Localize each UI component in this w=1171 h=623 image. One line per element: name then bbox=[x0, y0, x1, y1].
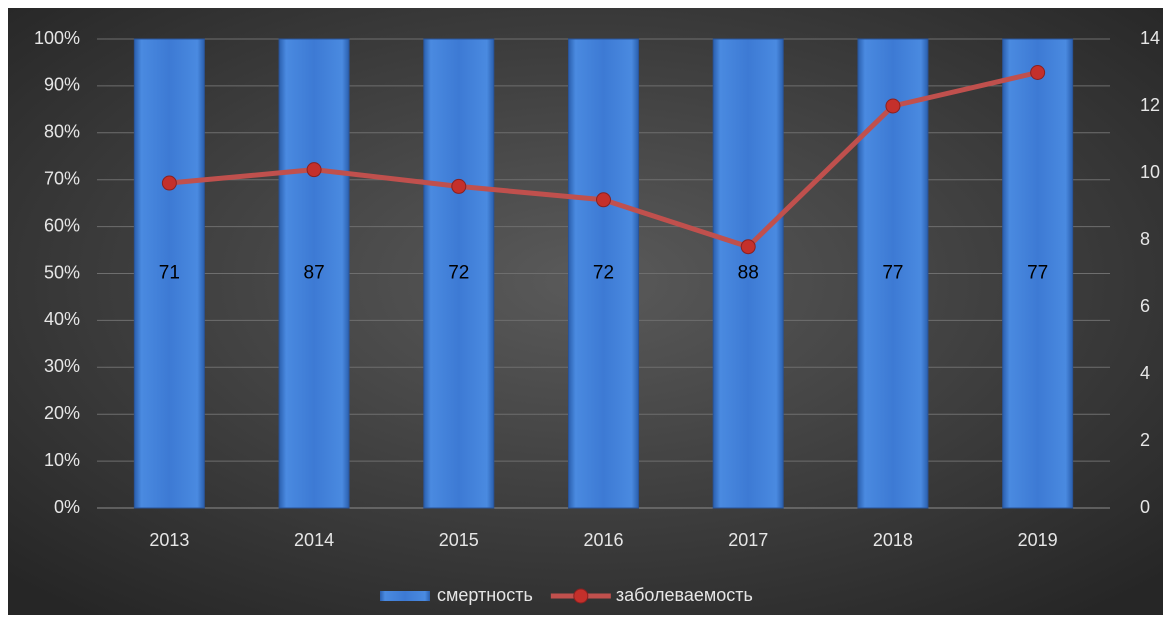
x-tick-label: 2016 bbox=[583, 530, 623, 550]
bar bbox=[423, 38, 495, 509]
bar bbox=[278, 38, 350, 509]
line-marker bbox=[1030, 65, 1046, 80]
x-tick-label: 2018 bbox=[873, 530, 913, 550]
y-tick-label: 10% bbox=[44, 450, 80, 470]
y2-tick-label: 0 bbox=[1140, 497, 1150, 517]
x-tick-label: 2017 bbox=[728, 530, 768, 550]
line-marker bbox=[306, 162, 322, 178]
bar bbox=[857, 38, 929, 509]
y-tick-label: 90% bbox=[44, 75, 80, 95]
data-label: 87 bbox=[304, 263, 325, 284]
x-tick-label: 2015 bbox=[439, 530, 479, 550]
y2-tick-label: 4 bbox=[1140, 363, 1150, 383]
line-marker bbox=[596, 192, 611, 208]
y-tick-label: 40% bbox=[44, 309, 80, 329]
y-tick-label: 70% bbox=[44, 168, 80, 188]
x-tick-label: 2019 bbox=[1018, 530, 1058, 550]
line-marker bbox=[885, 98, 901, 114]
x-tick-label: 2013 bbox=[149, 530, 189, 550]
x-tick-label: 2014 bbox=[294, 530, 334, 550]
bar bbox=[568, 38, 639, 509]
data-label: 77 bbox=[1027, 263, 1048, 284]
y-tick-label: 20% bbox=[44, 403, 80, 423]
y2-tick-label: 14 bbox=[1140, 28, 1160, 48]
line-marker bbox=[161, 175, 177, 191]
y2-tick-label: 8 bbox=[1140, 229, 1150, 249]
y2-tick-label: 2 bbox=[1140, 430, 1150, 450]
data-label: 88 bbox=[738, 263, 759, 284]
y-tick-label: 60% bbox=[44, 215, 80, 235]
bar bbox=[712, 38, 784, 509]
y2-tick-label: 10 bbox=[1140, 162, 1160, 182]
legend-label: смертность bbox=[437, 585, 533, 605]
bar bbox=[133, 38, 205, 509]
y-tick-label: 100% bbox=[34, 28, 80, 48]
y-tick-label: 0% bbox=[54, 497, 80, 517]
legend-label: заболеваемость bbox=[616, 585, 753, 605]
bar bbox=[1002, 38, 1074, 509]
y2-tick-label: 12 bbox=[1140, 95, 1160, 115]
line-marker bbox=[451, 178, 467, 194]
data-label: 77 bbox=[882, 263, 903, 284]
data-label: 72 bbox=[593, 263, 614, 284]
legend-marker bbox=[573, 588, 589, 604]
y-tick-label: 30% bbox=[44, 356, 80, 376]
data-label: 71 bbox=[159, 263, 180, 284]
y-tick-label: 80% bbox=[44, 122, 80, 142]
y-tick-label: 50% bbox=[44, 262, 80, 282]
y2-tick-label: 6 bbox=[1140, 296, 1150, 316]
line-marker bbox=[740, 239, 756, 255]
legend-swatch bbox=[380, 591, 430, 601]
data-label: 72 bbox=[448, 263, 469, 284]
